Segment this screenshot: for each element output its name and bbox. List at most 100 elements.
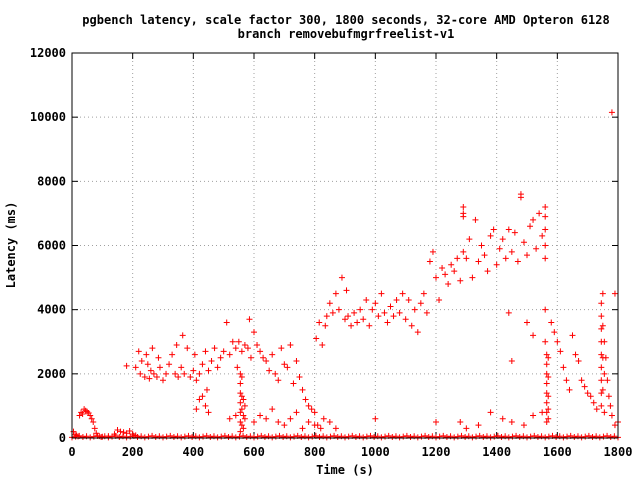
data-point xyxy=(241,402,248,409)
data-point xyxy=(138,358,145,364)
data-point xyxy=(436,297,443,304)
data-point xyxy=(611,422,618,429)
data-point xyxy=(542,204,549,210)
data-point xyxy=(357,306,364,313)
data-point xyxy=(293,409,300,416)
data-point xyxy=(166,361,173,368)
data-point xyxy=(451,268,458,275)
data-point xyxy=(520,422,527,429)
data-point xyxy=(436,433,443,440)
data-point xyxy=(126,427,133,434)
data-point xyxy=(87,434,94,441)
data-point xyxy=(505,309,512,316)
data-point xyxy=(363,297,370,304)
data-point xyxy=(514,258,521,265)
data-point xyxy=(236,433,243,440)
data-point xyxy=(240,396,247,403)
data-point xyxy=(542,306,549,313)
data-point xyxy=(323,434,330,441)
data-point xyxy=(238,422,245,429)
y-tick-label: 12000 xyxy=(30,46,66,60)
data-point xyxy=(548,319,555,326)
data-point xyxy=(543,418,550,425)
data-point xyxy=(87,412,94,419)
data-point xyxy=(191,351,198,358)
data-point xyxy=(178,364,185,371)
y-tick-label: 2000 xyxy=(37,367,66,381)
data-point xyxy=(381,309,388,316)
data-point xyxy=(261,433,268,440)
data-point xyxy=(226,351,233,358)
data-point xyxy=(598,351,605,358)
data-point xyxy=(123,430,130,437)
data-point xyxy=(602,354,609,361)
data-point xyxy=(189,433,196,440)
data-point xyxy=(305,402,312,409)
data-point xyxy=(460,213,467,220)
x-tick-label: 1200 xyxy=(422,445,451,459)
data-point xyxy=(524,319,530,326)
data-point xyxy=(481,252,488,259)
data-point xyxy=(405,297,412,304)
data-points xyxy=(69,109,621,441)
data-point xyxy=(226,415,233,422)
data-point xyxy=(135,348,142,355)
y-tick-label: 10000 xyxy=(30,110,66,124)
data-point xyxy=(160,434,166,441)
data-point xyxy=(382,433,389,440)
data-point xyxy=(399,290,406,297)
data-point xyxy=(332,425,339,432)
data-point xyxy=(543,399,550,406)
data-point xyxy=(542,338,549,345)
data-point xyxy=(319,341,326,348)
data-point xyxy=(545,406,552,413)
data-point xyxy=(238,374,245,381)
x-tick-label: 200 xyxy=(122,445,144,459)
data-point xyxy=(272,433,279,440)
data-point xyxy=(214,364,221,371)
data-point xyxy=(366,322,373,329)
data-point xyxy=(487,232,494,239)
data-point xyxy=(425,433,432,440)
data-point xyxy=(553,433,560,440)
data-point xyxy=(530,412,537,419)
data-point xyxy=(487,409,494,416)
data-point xyxy=(605,393,612,400)
x-tick-label: 1800 xyxy=(604,445,633,459)
data-point xyxy=(342,434,348,441)
data-point xyxy=(217,354,224,361)
data-point xyxy=(132,432,139,439)
data-point xyxy=(598,313,605,320)
data-point xyxy=(360,316,367,323)
data-point xyxy=(332,290,339,297)
data-point xyxy=(145,433,152,440)
data-point xyxy=(99,433,106,440)
data-point xyxy=(266,367,273,374)
data-point xyxy=(433,434,439,441)
data-point xyxy=(598,377,605,384)
data-point xyxy=(205,367,212,374)
data-point xyxy=(232,345,239,352)
data-point xyxy=(238,393,245,400)
data-point xyxy=(454,255,461,262)
data-point xyxy=(566,386,573,393)
data-point xyxy=(238,348,245,355)
data-point xyxy=(287,415,294,422)
data-point xyxy=(196,396,203,403)
data-point xyxy=(199,361,206,368)
x-tick-label: 600 xyxy=(243,445,265,459)
data-point xyxy=(299,386,306,393)
data-point xyxy=(199,393,206,400)
data-point xyxy=(225,433,232,440)
data-point xyxy=(448,261,455,268)
data-point xyxy=(237,370,244,377)
data-point xyxy=(433,418,439,425)
data-point xyxy=(149,345,156,352)
data-point xyxy=(181,370,188,377)
data-point xyxy=(327,433,334,440)
data-point xyxy=(229,338,236,345)
data-point xyxy=(480,433,487,440)
data-point xyxy=(451,434,458,441)
data-point xyxy=(278,345,285,352)
